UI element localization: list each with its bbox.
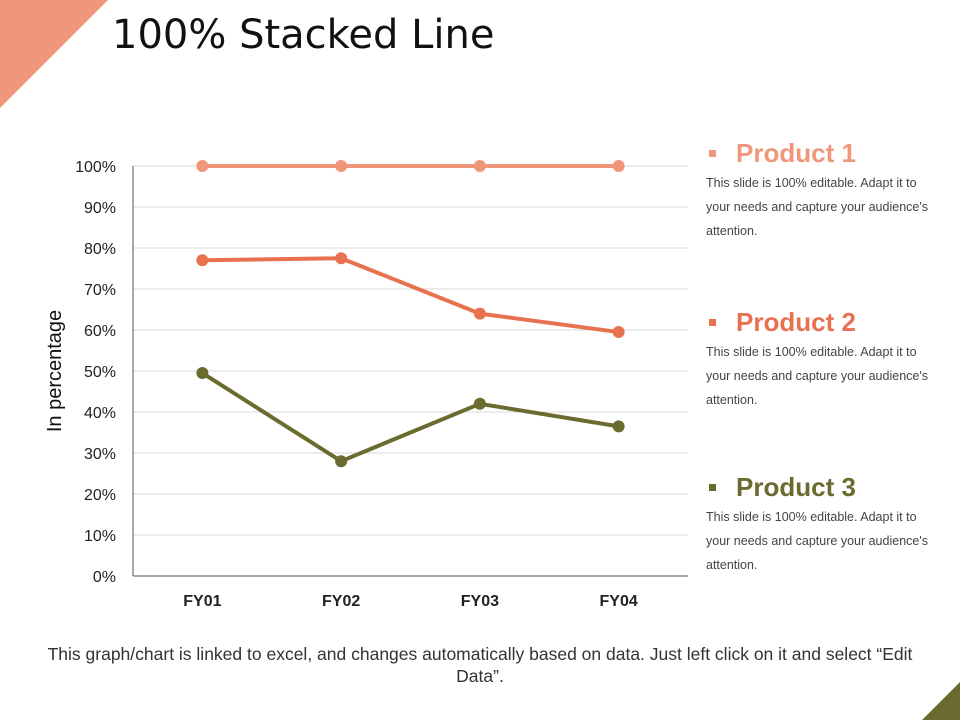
y-tick-label: 70%: [84, 282, 116, 299]
y-tick-label: 40%: [84, 405, 116, 422]
legend-bullet-icon: [709, 149, 716, 157]
data-point-product-1: [196, 160, 209, 172]
y-tick-label: 20%: [84, 487, 116, 504]
data-point-product-1: [335, 160, 348, 172]
legend-name: Product 1: [736, 137, 856, 168]
data-point-product-3: [612, 420, 625, 433]
legend-item-product-3: Product 3 This slide is 100% editable. A…: [706, 471, 946, 577]
y-tick-label: 0%: [93, 569, 116, 586]
slide-title: 100% Stacked Line: [112, 12, 495, 58]
data-point-product-2: [473, 307, 486, 320]
data-point-product-2: [335, 252, 348, 265]
data-point-product-3: [335, 455, 348, 468]
chart-caption: This graph/chart is linked to excel, and…: [47, 644, 913, 686]
x-tick-label: FY01: [183, 593, 221, 610]
legend-name: Product 3: [736, 471, 856, 502]
legend-description: This slide is 100% editable. Adapt it to…: [706, 176, 928, 238]
legend-bullet-icon: [709, 318, 716, 326]
data-point-product-1: [612, 160, 625, 172]
y-tick-label: 80%: [84, 241, 116, 258]
y-tick-label: 10%: [84, 528, 116, 545]
data-point-product-3: [196, 367, 209, 380]
series-line-product-2: [200, 256, 621, 335]
x-tick-label: FY04: [600, 593, 638, 610]
x-tick-label: FY02: [322, 593, 360, 610]
legend-item-product-1: Product 1 This slide is 100% editable. A…: [706, 137, 946, 243]
y-tick-label: 100%: [75, 159, 116, 176]
legend-item-product-2: Product 2 This slide is 100% editable. A…: [706, 306, 946, 412]
corner-accent-bottom-right: [922, 682, 960, 720]
legend-description: This slide is 100% editable. Adapt it to…: [706, 510, 928, 572]
series-line-product-3: [200, 371, 621, 464]
corner-accent-top-left: [0, 0, 108, 108]
y-tick-label: 90%: [84, 200, 116, 217]
data-point-product-2: [196, 254, 209, 267]
y-tick-label: 30%: [84, 446, 116, 463]
x-tick-label: FY03: [461, 593, 499, 610]
data-point-product-1: [473, 160, 486, 172]
legend-description: This slide is 100% editable. Adapt it to…: [706, 345, 928, 407]
legend-bullet-icon: [709, 483, 716, 491]
y-tick-label: 60%: [84, 323, 116, 340]
y-axis-title: In percentage: [44, 310, 66, 432]
y-tick-label: 50%: [84, 364, 116, 381]
legend-name: Product 2: [736, 306, 856, 337]
data-point-product-2: [612, 326, 625, 339]
data-point-product-3: [473, 397, 486, 410]
